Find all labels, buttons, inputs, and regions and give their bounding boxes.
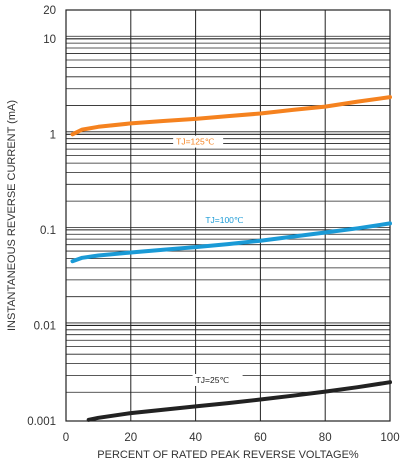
series-label: TJ=125℃ [176,137,215,147]
series-label-background [192,373,243,386]
y-tick-label: 20 [43,5,56,17]
y-tick-label: 1 [50,129,56,141]
series-label: TJ=100℃ [205,215,244,225]
y-axis-title: INSTANTANEOUS REVERSE CURRENT (mA) [6,100,18,331]
series-labels: TJ=125℃ TJ=100℃ TJ=25℃ [173,135,253,386]
y-tick-label: 0.01 [34,320,56,332]
series-label-background [173,135,224,148]
x-axis-title: PERCENT OF RATED PEAK REVERSE VOLTAGE% [97,449,359,461]
x-tick-label: 100 [380,432,399,444]
y-tick-label: 0.1 [40,225,56,237]
y-tick-label: 10 [43,34,56,46]
series-label: TJ=25℃ [196,375,230,385]
plot-frame [65,9,391,422]
series [70,95,392,422]
x-tick-label: 80 [319,432,332,444]
x-tick-label: 40 [189,432,202,444]
series-line [70,221,392,264]
x-tick-label: 20 [124,432,137,444]
series-line [70,95,392,137]
x-tick-label: 0 [63,432,69,444]
y-tick-label: 0.001 [27,416,56,428]
tick-labels: 0 20 40 60 80 100 0.001 0.01 0.1 1 10 20 [27,5,399,444]
series-line [86,380,392,422]
x-tick-label: 60 [254,432,267,444]
series-label-background [202,214,253,227]
